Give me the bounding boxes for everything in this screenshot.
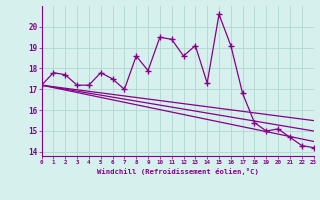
X-axis label: Windchill (Refroidissement éolien,°C): Windchill (Refroidissement éolien,°C) bbox=[97, 168, 259, 175]
